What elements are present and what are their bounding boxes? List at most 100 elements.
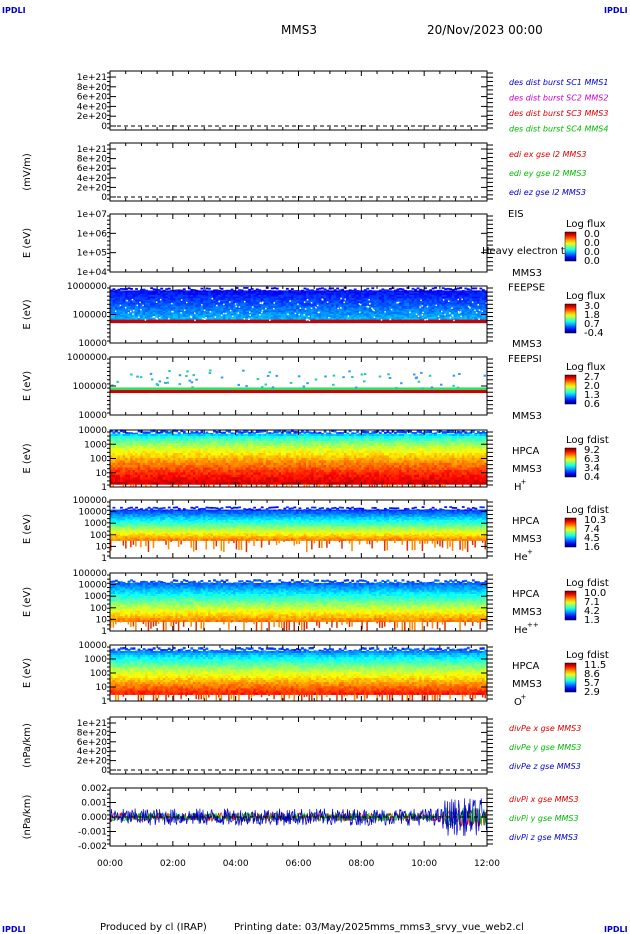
heatmap-cell xyxy=(454,313,458,316)
heatmap-cell xyxy=(328,304,332,307)
heatmap-noise xyxy=(136,304,139,307)
heatmap-cell xyxy=(218,312,221,315)
heatmap-cell xyxy=(110,457,113,461)
heatmap-cell xyxy=(235,316,239,319)
heatmap-cell xyxy=(150,474,154,478)
heatmap-cell xyxy=(132,450,136,454)
heatmap-cell xyxy=(404,296,407,299)
heatmap-cell xyxy=(368,316,372,319)
heatmap-cell xyxy=(318,304,322,307)
heatmap-cell xyxy=(268,310,272,313)
heatmap-cell xyxy=(202,436,206,439)
heatmap-cell xyxy=(469,310,473,313)
heatmap-cell xyxy=(210,304,214,307)
heatmap-cell xyxy=(383,296,387,299)
heatmap-cell xyxy=(476,290,480,293)
heatmap-cell xyxy=(386,315,390,318)
heatmap-cell xyxy=(250,302,254,305)
heatmap-cell xyxy=(406,307,410,310)
heatmap-cell xyxy=(182,481,186,485)
heatmap-cell xyxy=(167,299,171,302)
heatmap-cell xyxy=(444,298,448,301)
heatmap-cell xyxy=(215,305,219,308)
heatmap-cell xyxy=(411,309,415,311)
heatmap-cell xyxy=(381,296,385,299)
heatmap-cell xyxy=(270,318,274,321)
heatmap-noise xyxy=(183,309,186,311)
heatmap-cell xyxy=(170,293,174,296)
heatmap-cell xyxy=(120,443,123,447)
heatmap-cell xyxy=(270,301,274,304)
heatmap-cell xyxy=(200,479,204,483)
heatmap-cell xyxy=(275,296,279,299)
heatmap-cell xyxy=(230,312,234,315)
heatmap-noise xyxy=(367,306,370,308)
heatmap-cell xyxy=(421,304,425,307)
heatmap-cell xyxy=(260,298,264,301)
heatmap-cell xyxy=(218,305,221,308)
heatmap-cell xyxy=(298,296,302,299)
heatmap-cell xyxy=(258,295,262,297)
heatmap-cell xyxy=(363,313,367,316)
heatmap-cell xyxy=(112,316,116,319)
heatmap-cell xyxy=(318,296,322,299)
heatmap-cell xyxy=(150,301,154,304)
heatmap-cell xyxy=(464,315,468,318)
heatmap-cell xyxy=(411,316,415,319)
heatmap-cell xyxy=(461,313,465,316)
heatmap-cell xyxy=(182,288,186,291)
heatmap-cell xyxy=(112,290,116,293)
heatmap-cell xyxy=(233,316,236,319)
heatmap-cell xyxy=(240,304,244,307)
heatmap-cell xyxy=(331,298,334,301)
heatmap-noise xyxy=(243,318,246,320)
heatmap-cell xyxy=(225,301,229,304)
heatmap-cell xyxy=(456,301,460,304)
heatmap-cell xyxy=(288,313,292,316)
heatmap-cell xyxy=(308,290,312,293)
heatmap-cell xyxy=(434,301,438,304)
heatmap-cell xyxy=(152,310,156,313)
heatmap-cell xyxy=(152,457,156,461)
heatmap-cell xyxy=(130,440,133,444)
heatmap-cell xyxy=(348,309,352,311)
heatmap-cell xyxy=(399,305,402,308)
heatmap-cell xyxy=(210,479,214,483)
heatmap-cell xyxy=(115,440,118,444)
heatmap-cell xyxy=(112,440,116,444)
heatmap-cell xyxy=(456,291,460,294)
heatmap-cell xyxy=(142,290,146,293)
heatmap-cell xyxy=(444,302,448,305)
heatmap-cell xyxy=(127,450,131,454)
heatmap-cell xyxy=(323,315,327,318)
heatmap-cell xyxy=(381,298,385,301)
heatmap-cell xyxy=(195,304,199,307)
heatmap-noise xyxy=(153,316,156,318)
heatmap-cell xyxy=(110,438,113,442)
heatmap-cell xyxy=(192,460,196,463)
heatmap-cell xyxy=(195,477,199,480)
heatmap-cell xyxy=(268,315,272,318)
heatmap-cell xyxy=(288,305,292,308)
heatmap-cell xyxy=(175,302,179,305)
heatmap-speckle xyxy=(388,377,392,379)
heatmap-cell xyxy=(190,299,194,302)
heatmap-cell xyxy=(474,304,478,307)
heatmap-cell xyxy=(182,298,186,301)
heatmap-cell xyxy=(265,293,269,296)
heatmap-cell xyxy=(456,307,460,310)
heatmap-cell xyxy=(383,318,387,321)
heatmap-cell xyxy=(404,313,407,316)
heatmap-cell xyxy=(132,440,136,444)
heatmap-cell xyxy=(172,479,176,483)
heatmap-noise xyxy=(238,306,241,308)
heatmap-cell xyxy=(132,465,136,468)
heatmap-cell xyxy=(383,295,387,297)
heatmap-cell xyxy=(172,457,176,461)
heatmap-cell xyxy=(177,299,181,302)
heatmap-cell xyxy=(152,298,156,301)
heatmap-cell xyxy=(233,290,236,293)
heatmap-cell xyxy=(117,436,121,439)
